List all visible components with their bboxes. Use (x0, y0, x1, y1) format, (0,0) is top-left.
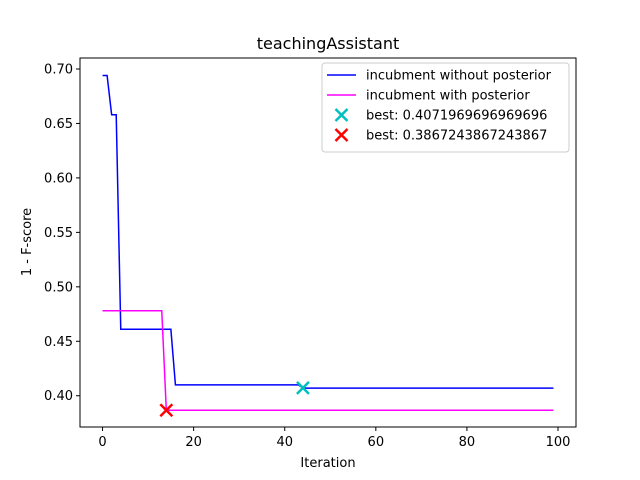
plot-frame (79, 57, 577, 428)
legend: incubment without posterior incubment wit… (321, 62, 570, 153)
legend-label-0: incubment without posterior (366, 69, 552, 84)
chart-title: teachingAssistant (257, 34, 400, 53)
legend-swatch-3 (334, 128, 349, 142)
y-tick-label: 0.45 (44, 335, 73, 350)
series-line-1 (102, 310, 554, 411)
x-tick-label: 20 (185, 435, 202, 450)
axis-ticks: 0 20 40 60 80 100 0.40 0.45 0.50 0.55 0.60 0.65 0.70 (44, 63, 570, 450)
x-tick-label: 0 (98, 435, 106, 450)
y-tick-label: 0.65 (44, 117, 73, 132)
y-tick-label: 0.55 (44, 226, 73, 241)
x-tick-label: 100 (546, 435, 571, 450)
y-tick-label: 0.40 (44, 389, 73, 404)
x-tick-label: 40 (276, 435, 293, 450)
x-axis-label: Iteration (300, 456, 355, 471)
legend-label-3: best: 0.3867243867243867 (366, 129, 547, 144)
series-layer (102, 74, 554, 418)
best-point-marker-3 (159, 403, 174, 418)
y-axis-label: 1 - F-score (20, 208, 35, 276)
y-tick-label: 0.60 (44, 171, 73, 186)
legend-label-2: best: 0.4071969696969696 (366, 109, 547, 124)
best-point-marker-2 (296, 381, 310, 395)
legend-label-1: incubment with posterior (366, 89, 530, 104)
x-tick-label: 80 (459, 435, 476, 450)
y-tick-label: 0.70 (44, 63, 73, 78)
legend-box (321, 62, 570, 153)
legend-swatch-2 (334, 108, 349, 122)
y-tick-label: 0.50 (44, 280, 73, 295)
x-tick-label: 60 (368, 435, 385, 450)
